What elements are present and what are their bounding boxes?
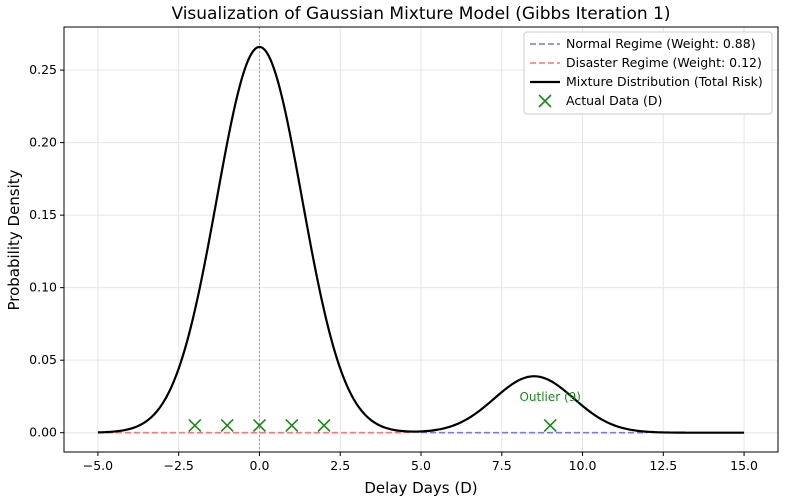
x-axis-label: Delay Days (D): [364, 479, 477, 497]
x-axis: −5.0 −2.5 0.0 2.5 5.0 7.5 10.0 12.5 15.0: [83, 452, 758, 473]
legend-label-disaster: Disaster Regime (Weight: 0.12): [566, 55, 762, 70]
chart-title: Visualization of Gaussian Mixture Model …: [171, 4, 670, 24]
y-axis-label: Probability Density: [5, 169, 23, 310]
x-tick-label: 2.5: [330, 458, 350, 473]
y-tick-label: 0.20: [29, 135, 57, 150]
legend-label-normal: Normal Regime (Weight: 0.88): [566, 36, 756, 51]
x-tick-label: 0.0: [250, 458, 270, 473]
data-point: [252, 418, 267, 433]
plot-area: Outlier (9): [97, 27, 745, 452]
data-point: [188, 418, 202, 433]
x-tick-label: −2.5: [164, 458, 194, 473]
y-tick-label: 0.05: [29, 352, 57, 367]
legend-box: [523, 31, 773, 115]
x-tick-label: −5.0: [83, 458, 113, 473]
y-tick-label: 0.25: [29, 62, 57, 77]
y-tick-label: 0.15: [29, 207, 57, 222]
legend-label-data: Actual Data (D): [566, 93, 662, 108]
data-point: [285, 418, 299, 433]
x-tick-label: 12.5: [649, 458, 677, 473]
x-tick-label: 15.0: [730, 458, 758, 473]
series-mixture: [97, 45, 745, 434]
x-tick-label: 10.0: [569, 458, 597, 473]
y-tick-label: 0.00: [29, 425, 57, 440]
legend-label-mixture: Mixture Distribution (Total Risk): [566, 74, 763, 89]
data-point: [317, 418, 331, 433]
x-tick-label: 7.5: [492, 458, 512, 473]
y-tick-label: 0.10: [29, 280, 57, 295]
data-point: [543, 418, 557, 433]
annotation-outlier: Outlier (9): [519, 390, 581, 404]
legend: Normal Regime (Weight: 0.88) Disaster Re…: [523, 31, 773, 115]
legend-swatch-data-marker: [538, 94, 552, 108]
data-point: [220, 418, 234, 433]
y-axis: 0.00 0.05 0.10 0.15 0.20 0.25: [29, 62, 64, 440]
x-tick-label: 5.0: [411, 458, 431, 473]
